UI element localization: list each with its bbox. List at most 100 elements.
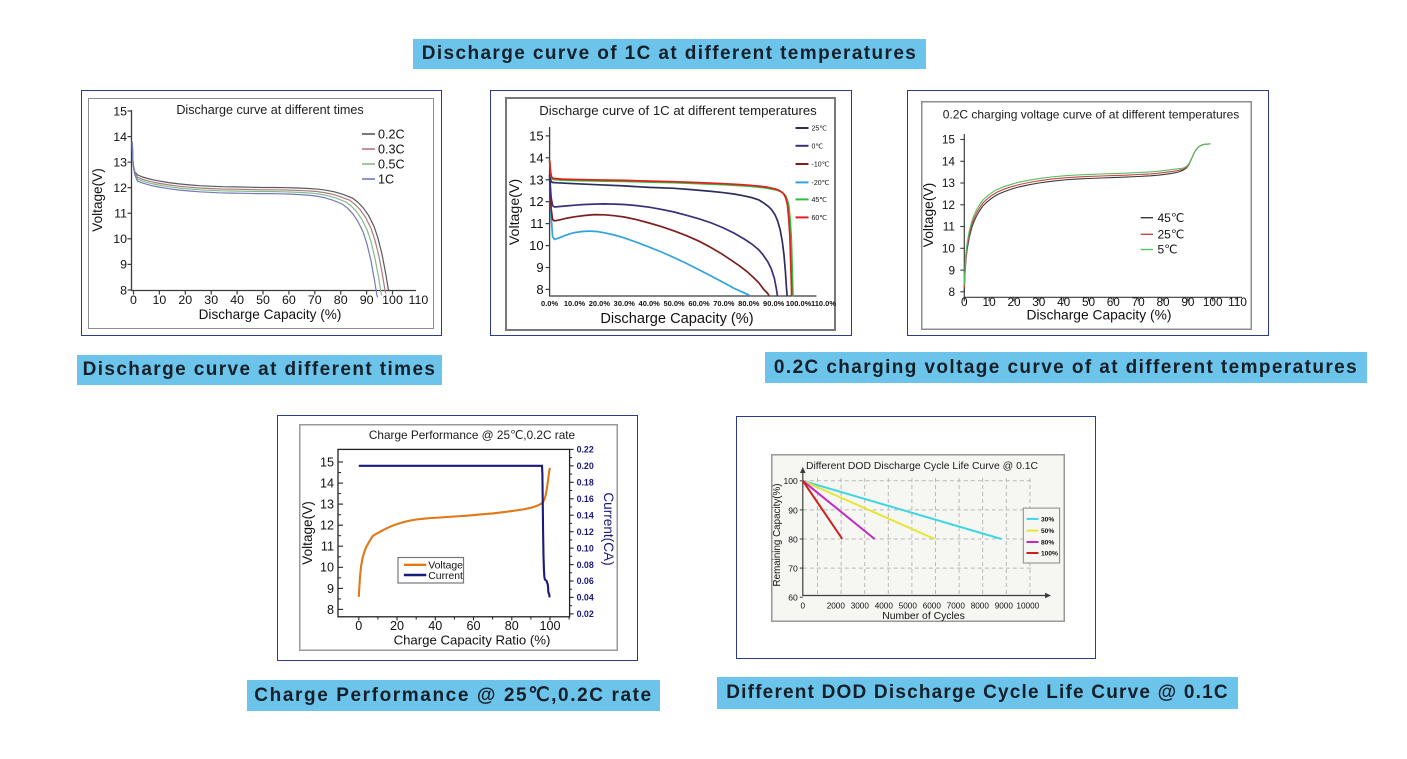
svg-text:1C: 1C bbox=[378, 172, 394, 186]
svg-text:40.0%: 40.0% bbox=[639, 299, 661, 308]
svg-text:3000: 3000 bbox=[851, 602, 870, 611]
svg-text:70: 70 bbox=[308, 293, 322, 307]
svg-text:2000: 2000 bbox=[827, 602, 846, 611]
svg-text:Current(CA): Current(CA) bbox=[601, 492, 616, 565]
svg-text:10: 10 bbox=[529, 238, 543, 253]
svg-text:0.06: 0.06 bbox=[577, 576, 594, 586]
svg-text:50%: 50% bbox=[1041, 528, 1054, 535]
svg-text:100.0%: 100.0% bbox=[786, 299, 812, 308]
svg-text:Voltage(V): Voltage(V) bbox=[921, 183, 936, 247]
svg-text:12: 12 bbox=[942, 198, 955, 212]
svg-text:70: 70 bbox=[788, 564, 798, 574]
svg-text:13: 13 bbox=[529, 172, 543, 187]
svg-text:8: 8 bbox=[536, 282, 543, 297]
svg-text:20: 20 bbox=[390, 619, 404, 633]
svg-text:80: 80 bbox=[1156, 295, 1170, 309]
svg-text:Voltage: Voltage bbox=[428, 561, 463, 572]
svg-text:11: 11 bbox=[530, 216, 544, 231]
svg-text:10: 10 bbox=[942, 242, 956, 256]
svg-text:60℃: 60℃ bbox=[812, 215, 828, 222]
svg-text:10000: 10000 bbox=[1016, 602, 1039, 611]
svg-text:90: 90 bbox=[360, 293, 374, 307]
svg-text:0: 0 bbox=[801, 602, 806, 611]
svg-text:8: 8 bbox=[327, 603, 334, 617]
svg-text:5000: 5000 bbox=[899, 602, 918, 611]
svg-text:4000: 4000 bbox=[875, 602, 894, 611]
svg-text:100: 100 bbox=[1203, 295, 1223, 309]
svg-text:10: 10 bbox=[983, 295, 997, 309]
svg-text:15: 15 bbox=[942, 133, 956, 147]
svg-text:80: 80 bbox=[505, 619, 519, 633]
svg-text:12: 12 bbox=[529, 194, 543, 209]
svg-text:Charge Performance @ 25℃,0.2C: Charge Performance @ 25℃,0.2C rate bbox=[369, 428, 576, 442]
svg-text:60.0%: 60.0% bbox=[688, 299, 710, 308]
svg-text:10: 10 bbox=[113, 232, 127, 246]
svg-text:80: 80 bbox=[788, 534, 798, 544]
svg-text:0.20: 0.20 bbox=[577, 461, 594, 471]
svg-text:14: 14 bbox=[942, 155, 956, 169]
svg-text:0.0%: 0.0% bbox=[541, 299, 558, 308]
svg-text:11: 11 bbox=[114, 207, 127, 221]
svg-text:0.2C charging voltage curve of: 0.2C charging voltage curve of at differ… bbox=[943, 108, 1240, 122]
svg-text:13: 13 bbox=[320, 498, 334, 512]
svg-text:20: 20 bbox=[1007, 295, 1021, 309]
svg-text:14: 14 bbox=[529, 150, 543, 165]
svg-text:Different DOD Discharge Cycle: Different DOD Discharge Cycle Life Curve… bbox=[806, 461, 1039, 472]
svg-text:12: 12 bbox=[113, 181, 127, 195]
svg-text:7000: 7000 bbox=[947, 602, 966, 611]
svg-text:70.0%: 70.0% bbox=[713, 299, 735, 308]
svg-text:90: 90 bbox=[1181, 295, 1195, 309]
svg-text:0: 0 bbox=[961, 295, 968, 309]
svg-text:50.0%: 50.0% bbox=[663, 299, 685, 308]
svg-text:-10℃: -10℃ bbox=[812, 162, 830, 169]
svg-text:-20℃: -20℃ bbox=[812, 180, 830, 187]
svg-text:110: 110 bbox=[1228, 295, 1247, 309]
svg-text:25℃: 25℃ bbox=[1158, 228, 1185, 242]
svg-text:Number of Cycles: Number of Cycles bbox=[882, 611, 965, 622]
svg-text:80: 80 bbox=[334, 293, 348, 307]
svg-text:0.22: 0.22 bbox=[577, 445, 594, 455]
svg-text:10: 10 bbox=[320, 561, 334, 575]
svg-text:10: 10 bbox=[153, 293, 167, 307]
svg-text:30.0%: 30.0% bbox=[614, 299, 636, 308]
svg-text:14: 14 bbox=[113, 130, 127, 144]
svg-text:0.18: 0.18 bbox=[577, 478, 594, 488]
svg-text:20: 20 bbox=[178, 293, 192, 307]
svg-text:60: 60 bbox=[282, 293, 296, 307]
svg-text:Discharge curve at different t: Discharge curve at different times bbox=[176, 103, 363, 117]
svg-text:12: 12 bbox=[320, 519, 334, 533]
svg-text:90: 90 bbox=[788, 505, 798, 515]
svg-text:Voltage(V): Voltage(V) bbox=[300, 501, 315, 564]
svg-text:80.0%: 80.0% bbox=[738, 299, 760, 308]
svg-text:100: 100 bbox=[382, 293, 403, 307]
svg-text:0℃: 0℃ bbox=[812, 143, 824, 150]
svg-text:Discharge curve of 1C at diffe: Discharge curve of 1C at different tempe… bbox=[539, 103, 817, 118]
svg-text:20.0%: 20.0% bbox=[589, 299, 611, 308]
svg-text:60: 60 bbox=[466, 619, 480, 633]
svg-text:11: 11 bbox=[943, 220, 955, 234]
svg-text:13: 13 bbox=[942, 176, 956, 190]
svg-text:14: 14 bbox=[320, 477, 334, 491]
svg-text:70: 70 bbox=[1132, 295, 1146, 309]
svg-text:40: 40 bbox=[1057, 295, 1071, 309]
svg-text:Voltage(V): Voltage(V) bbox=[90, 168, 105, 231]
svg-text:Voltage(V): Voltage(V) bbox=[507, 179, 523, 245]
svg-text:Discharge Capacity (%): Discharge Capacity (%) bbox=[600, 311, 753, 327]
svg-text:0.12: 0.12 bbox=[577, 527, 594, 537]
svg-text:8000: 8000 bbox=[971, 602, 990, 611]
svg-text:8: 8 bbox=[948, 285, 955, 299]
svg-text:9: 9 bbox=[948, 263, 955, 277]
svg-text:9: 9 bbox=[536, 260, 543, 275]
svg-text:Discharge Capacity (%): Discharge Capacity (%) bbox=[199, 307, 342, 322]
svg-text:110.0%: 110.0% bbox=[811, 299, 836, 308]
svg-text:0.3C: 0.3C bbox=[378, 142, 405, 156]
svg-text:30: 30 bbox=[204, 293, 218, 307]
svg-text:9000: 9000 bbox=[995, 602, 1014, 611]
svg-text:8: 8 bbox=[120, 283, 127, 297]
svg-text:45℃: 45℃ bbox=[812, 197, 828, 204]
svg-text:Remaining Capacity(%): Remaining Capacity(%) bbox=[772, 484, 783, 587]
svg-text:0.5C: 0.5C bbox=[378, 157, 405, 171]
svg-text:100: 100 bbox=[539, 619, 560, 633]
svg-text:50: 50 bbox=[256, 293, 270, 307]
svg-text:0.02: 0.02 bbox=[577, 609, 594, 619]
